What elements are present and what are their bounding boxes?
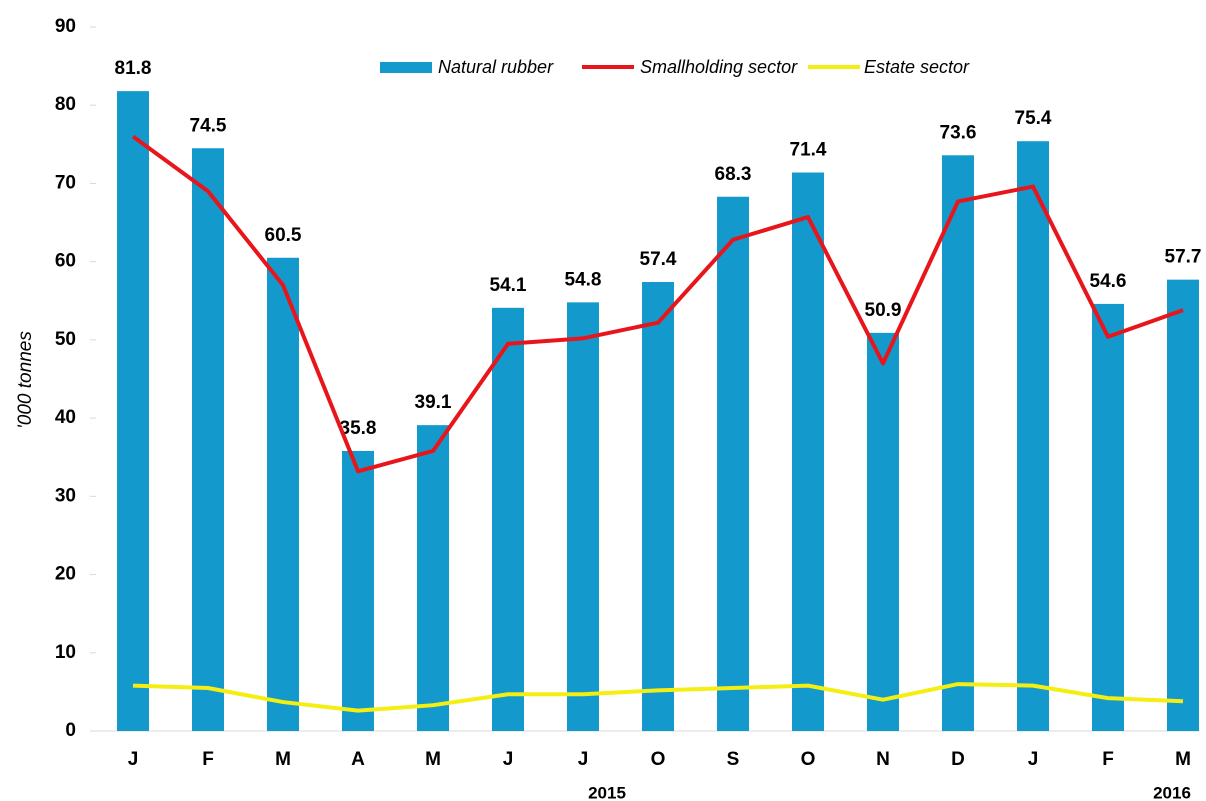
- line: [132, 682, 1184, 713]
- y-tick-label: 20: [55, 564, 76, 585]
- data-label: 54.1: [490, 275, 527, 296]
- data-label: 57.7: [1165, 247, 1202, 268]
- x-tick-label: S: [727, 749, 740, 770]
- x-tick-label: M: [275, 749, 291, 770]
- legend-label: Smallholding sector: [640, 57, 798, 77]
- bar: [1167, 279, 1199, 731]
- bar: [942, 155, 974, 732]
- bar: [492, 307, 524, 731]
- year-label: 2016: [1153, 783, 1191, 801]
- x-tick-label: D: [951, 749, 965, 770]
- bar: [567, 302, 599, 731]
- y-tick-label: 70: [55, 172, 76, 193]
- data-label: 74.5: [190, 115, 227, 136]
- data-label: 54.8: [565, 269, 602, 290]
- y-tick-label: 30: [55, 485, 76, 506]
- y-tick-label: 80: [55, 94, 76, 115]
- x-tick-label: F: [1102, 749, 1114, 770]
- x-tick-label: N: [876, 749, 890, 770]
- x-tick-label: O: [801, 749, 816, 770]
- x-tick-label: J: [503, 749, 514, 770]
- y-tick-label: 90: [55, 16, 76, 37]
- x-tick-label: M: [425, 749, 441, 770]
- y-tick-label: 10: [55, 642, 76, 663]
- legend-label: Estate sector: [864, 57, 970, 77]
- legend-label: Natural rubber: [438, 57, 554, 77]
- y-axis-label: '000 tonnes: [15, 331, 36, 429]
- y-tick-label: 60: [55, 251, 76, 272]
- y-tick-label: 50: [55, 329, 76, 350]
- x-tick-label: F: [202, 749, 214, 770]
- bar: [792, 172, 824, 731]
- data-label: 81.8: [115, 58, 152, 79]
- bar: [417, 425, 449, 731]
- data-label: 57.4: [640, 249, 677, 270]
- y-tick-label: 40: [55, 407, 76, 428]
- data-label: 75.4: [1015, 108, 1052, 129]
- x-tick-label: J: [578, 749, 589, 770]
- bar: [192, 148, 224, 731]
- data-label: 71.4: [790, 140, 827, 161]
- x-tick-label: J: [128, 749, 139, 770]
- bar: [117, 91, 149, 732]
- bar: [1092, 303, 1124, 731]
- year-label: 2015: [588, 783, 626, 801]
- data-label: 68.3: [715, 164, 752, 185]
- bar: [1017, 141, 1049, 731]
- x-tick-label: A: [351, 749, 365, 770]
- bar: [867, 332, 899, 731]
- legend-swatch: [380, 62, 432, 73]
- bar: [717, 196, 749, 732]
- data-label: 73.6: [940, 122, 977, 143]
- bar: [342, 450, 374, 731]
- data-label: 50.9: [865, 300, 902, 321]
- y-tick-label: 0: [65, 720, 76, 741]
- x-tick-label: J: [1028, 749, 1039, 770]
- line: [131, 134, 1184, 474]
- data-label: 35.8: [340, 418, 377, 439]
- x-tick-label: O: [651, 749, 666, 770]
- bar: [642, 282, 674, 731]
- x-tick-label: M: [1175, 749, 1191, 770]
- bar: [267, 257, 299, 731]
- data-label: 54.6: [1090, 271, 1127, 292]
- data-label: 39.1: [415, 392, 452, 413]
- data-label: 60.5: [265, 225, 302, 246]
